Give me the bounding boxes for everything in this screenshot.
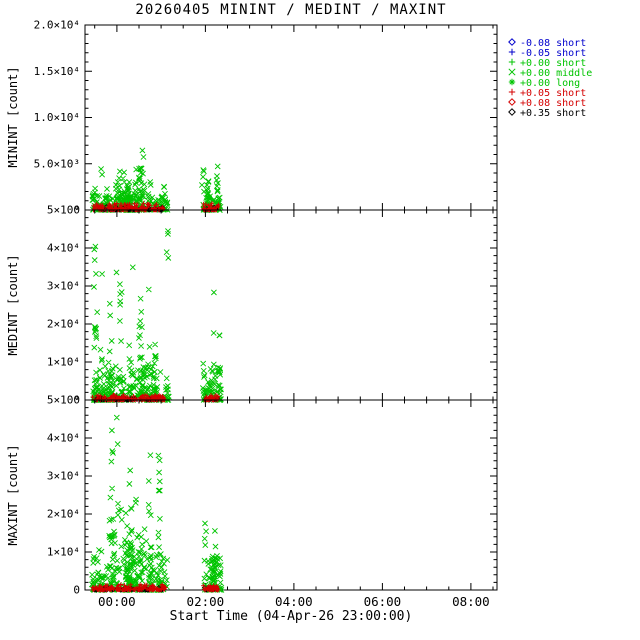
legend-item: +0.08 short	[507, 97, 639, 109]
y-axis-title-minint: MININT [count]	[6, 66, 20, 168]
legend-label: +0.00 middle	[520, 68, 593, 79]
y-tick-label: 0	[73, 204, 80, 217]
x-tick-label: 06:00	[364, 594, 402, 609]
x-tick-label: 00:00	[98, 594, 136, 609]
panel-medint: 0 1×10⁴ 2×10⁴ 3×10⁴ 4×10⁴ 5×10⁴	[47, 204, 498, 407]
y-tick-label: 1.5×10⁴	[34, 65, 80, 78]
legend-item: +0.00 long	[507, 77, 639, 89]
y-tick-label: 1×10⁴	[47, 356, 80, 369]
y-tick-label: 2×10⁴	[47, 508, 80, 521]
chart-title: 20260405 MININT / MEDINT / MAXINT	[135, 2, 447, 18]
legend-label: +0.05 short	[520, 88, 587, 99]
panel-frame	[84, 209, 498, 401]
legend-diamond-icon	[508, 108, 516, 116]
y-tick-label: 0	[73, 394, 80, 407]
legend-item: +0.00 middle	[507, 67, 639, 79]
legend-item: +0.35 short	[507, 107, 639, 119]
y-axis-title-medint: MEDINT [count]	[6, 254, 20, 356]
y-tick-label: 5.0×10³	[34, 157, 80, 170]
axis-ticks	[85, 24, 497, 211]
y-tick-label: 1.0×10⁴	[34, 111, 80, 124]
legend-diamond-icon	[508, 38, 516, 46]
y-tick-label: 5×10⁴	[47, 394, 80, 407]
axis-ticks	[85, 399, 497, 591]
legend: -0.08 short -0.05 short +0.00 short +0.00 m…	[507, 37, 639, 119]
legend-item: +0.05 short	[507, 87, 639, 99]
series-minint-red	[91, 201, 221, 213]
y-tick-label: 3×10⁴	[47, 470, 80, 483]
y-tick-label: 2.0×10⁴	[34, 19, 80, 32]
legend-label: +0.00 long	[520, 78, 581, 89]
legend-label: +0.00 short	[520, 58, 587, 69]
legend-plus-icon	[508, 48, 516, 56]
legend-label: +0.35 short	[520, 108, 587, 119]
legend-asterisk-icon	[508, 78, 516, 86]
legend-label: +0.08 short	[520, 98, 587, 109]
y-tick-label: 4×10⁴	[47, 432, 80, 445]
y-tick-label: 5×10⁴	[47, 204, 80, 217]
legend-plus-icon	[508, 58, 516, 66]
x-tick-label: 04:00	[275, 594, 313, 609]
legend-plus-icon	[508, 88, 516, 96]
series-medint-middle	[90, 228, 224, 403]
x-axis-title: Start Time (04-Apr-26 23:00:00)	[169, 609, 413, 624]
legend-item: -0.05 short	[507, 47, 639, 59]
legend-item: -0.08 short	[507, 37, 639, 49]
legend-label: -0.08 short	[520, 38, 587, 49]
legend-label: -0.05 short	[520, 48, 587, 59]
legend-item: +0.00 short	[507, 57, 639, 69]
panel-minint: 0 5.0×10³ 1.0×10⁴ 1.5×10⁴ 2.0×10⁴	[34, 19, 498, 217]
panel-maxint: 0 1×10⁴ 2×10⁴ 3×10⁴ 4×10⁴ 5×10⁴ 00:00 02:00 04:0…	[47, 394, 498, 609]
y-tick-label: 4×10⁴	[47, 242, 80, 255]
series-maxint-red	[90, 582, 221, 593]
panel-frame	[84, 399, 498, 591]
y-tick-label: 2×10⁴	[47, 318, 80, 331]
y-tick-label: 3×10⁴	[47, 280, 80, 293]
legend-diamond-icon	[508, 98, 516, 106]
legend-cross-icon	[508, 68, 516, 76]
x-tick-label: 02:00	[187, 594, 225, 609]
axis-ticks	[85, 209, 497, 401]
y-axis-title-maxint: MAXINT [count]	[6, 444, 20, 546]
y-tick-label: 0	[73, 584, 80, 597]
x-tick-label: 08:00	[452, 594, 490, 609]
series-maxint-middle	[88, 414, 225, 593]
y-tick-label: 1×10⁴	[47, 546, 80, 559]
